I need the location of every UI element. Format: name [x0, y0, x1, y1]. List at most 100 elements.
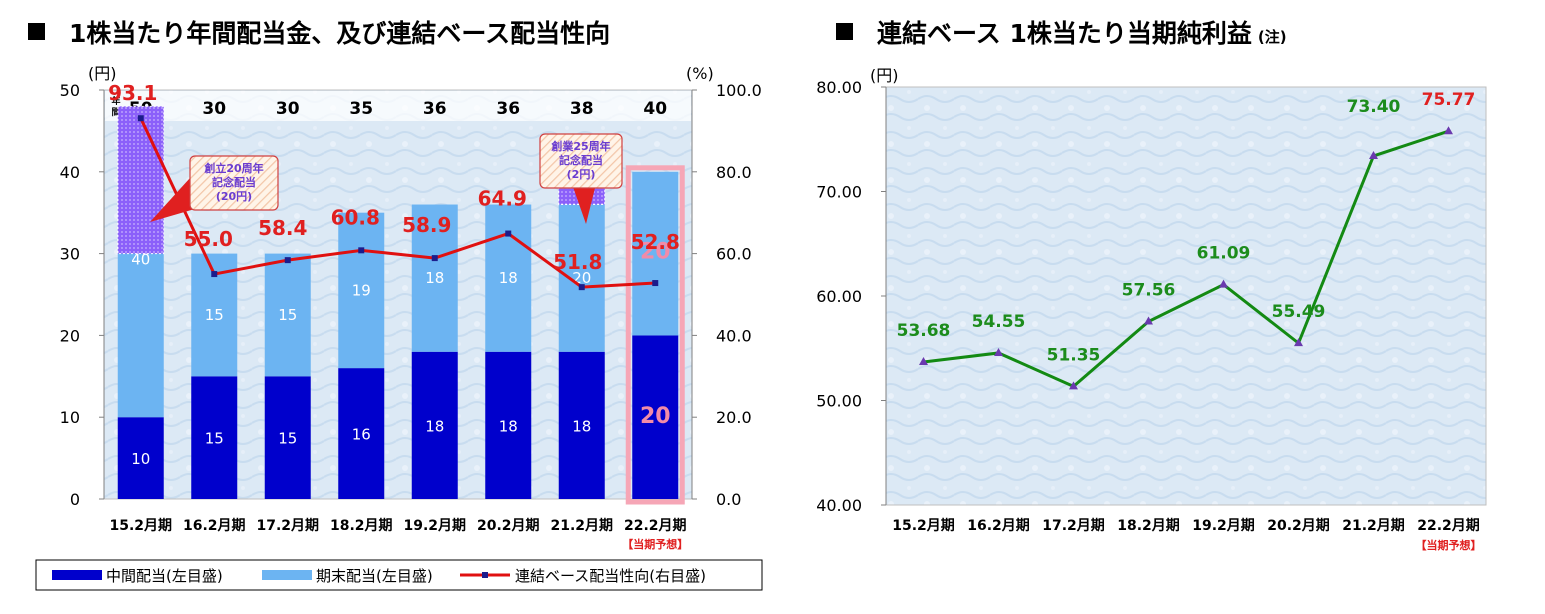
x-tick-label: 22.2月期	[1417, 518, 1480, 534]
right-chart-title: 連結ベース 1株当たり当期純利益 (注)	[836, 14, 1287, 50]
bar-final-label: 18	[425, 269, 444, 287]
x-tick-label: 16.2月期	[183, 518, 246, 534]
annual-totals-band	[105, 91, 691, 121]
payout-ratio-label: 58.9	[402, 213, 451, 237]
legend-marker-ratio	[482, 572, 488, 578]
bar-interim	[117, 417, 164, 499]
payout-ratio-line	[139, 117, 656, 289]
annual-total: 36	[496, 99, 520, 119]
y-tick-label: 60.00	[816, 287, 862, 306]
eps-marker	[1369, 150, 1378, 159]
legend-label-interim: 中間配当(左目盛)	[106, 567, 223, 585]
bar-final-label: 20	[640, 240, 671, 265]
x-tick-label: 18.2月期	[1117, 518, 1180, 534]
legend-box	[35, 559, 763, 591]
y-tick-label: 20	[60, 326, 80, 345]
y-tick-label: 50.00	[816, 392, 862, 411]
eps-label: 57.56	[1122, 280, 1176, 300]
annual-label-2: 間	[111, 107, 120, 118]
bar-final	[264, 253, 311, 377]
eps-marker	[1144, 316, 1153, 325]
plot-area	[885, 86, 1487, 506]
y-tick-label: 70.00	[816, 183, 862, 202]
y-tick-label: 40.00	[816, 496, 862, 515]
bar-interim	[632, 335, 679, 499]
eps-label: 61.09	[1197, 244, 1251, 264]
payout-ratio-marker	[431, 255, 438, 262]
bar-interim-label: 18	[572, 417, 591, 435]
payout-ratio-marker	[137, 115, 144, 122]
forecast-frame	[625, 165, 685, 505]
forecast-label: 【当期予想】	[622, 537, 688, 551]
eps-label: 54.55	[972, 312, 1026, 332]
eps-label: 75.77	[1422, 90, 1476, 110]
annual-total: 36	[423, 99, 447, 119]
y2-tick-label: 60.0	[716, 245, 752, 264]
payout-ratio-marker	[284, 257, 291, 264]
bar-final	[558, 204, 605, 352]
payout-ratio-label: 64.9	[478, 187, 527, 211]
bar-interim-label: 18	[499, 417, 518, 435]
payout-ratio-marker	[358, 247, 365, 254]
y2-tick-label: 80.0	[716, 163, 752, 182]
bar-interim-label: 18	[425, 417, 444, 435]
payout-ratio-marker	[578, 284, 585, 291]
bar-final-label: 18	[499, 269, 518, 287]
x-tick-label: 15.2月期	[892, 518, 955, 534]
bar-interim	[558, 351, 605, 499]
eps-label: 53.68	[897, 321, 951, 341]
forecast-label: 【当期予想】	[1416, 538, 1482, 552]
payout-ratio-label: 52.8	[631, 230, 680, 254]
y2-tick-label: 20.0	[716, 408, 752, 427]
y-tick-label: 40	[60, 163, 80, 182]
left-chart-title-text: 1株当たり年間配当金、及び連結ベース配当性向	[69, 19, 611, 48]
right-chart-title-text: 連結ベース 1株当たり当期純利益	[877, 19, 1252, 48]
bar-interim-label: 16	[352, 426, 371, 444]
y-tick-label: 50	[60, 81, 80, 100]
payout-ratio-marker	[211, 271, 218, 278]
callout-text: (20円)	[216, 190, 252, 203]
y-unit-label: (円)	[88, 64, 117, 83]
eps-chart: 40.00 50.00 60.00 70.00 80.00 (円) 53.68 54.55 51…	[816, 66, 1487, 552]
x-tick-label: 20.2月期	[477, 518, 540, 534]
x-tick-label: 21.2月期	[1342, 518, 1405, 534]
x-tick-label: 17.2月期	[1042, 518, 1105, 534]
square-bullet-icon	[836, 23, 853, 40]
eps-label: 51.35	[1047, 345, 1101, 365]
payout-ratio-marker	[652, 280, 659, 287]
bar-final-label: 19	[352, 281, 371, 299]
legend-swatch-final	[262, 570, 312, 580]
y2-tick-label: 40.0	[716, 326, 752, 345]
legend-label-ratio: 連結ベース配当性向(右目盛)	[515, 567, 706, 585]
bar-final-label: 15	[205, 306, 224, 324]
callout-text: (2円)	[567, 168, 596, 181]
bar-interim	[191, 376, 238, 499]
bar-interim-label: 15	[205, 430, 224, 448]
callout-pointer	[572, 184, 596, 224]
eps-marker	[1444, 126, 1453, 135]
y-tick-label: 10	[60, 408, 80, 427]
y2-tick-label: 100.0	[716, 81, 762, 100]
payout-ratio-marker	[505, 230, 512, 237]
annual-total: 40	[643, 99, 667, 119]
square-bullet-icon	[28, 23, 45, 40]
x-tick-label: 19.2月期	[1192, 518, 1255, 534]
y-unit-label: (円)	[870, 66, 899, 85]
y-tick-label: 0	[70, 490, 80, 509]
eps-marker	[1294, 338, 1303, 347]
bar-final-label: 40	[131, 251, 150, 269]
eps-line	[923, 129, 1449, 389]
callout-box	[189, 155, 279, 211]
x-tick-label: 15.2月期	[109, 518, 172, 534]
bar-interim	[338, 368, 385, 499]
left-chart-title: 1株当たり年間配当金、及び連結ベース配当性向	[28, 14, 610, 50]
payout-ratio-label: 93.1	[108, 81, 157, 105]
callout-text: 記念配当	[559, 153, 603, 167]
legend-swatch-interim	[52, 570, 102, 580]
bar-interim	[264, 376, 311, 499]
eps-marker	[1069, 381, 1078, 390]
x-tick-label: 22.2月期	[624, 518, 687, 534]
eps-label: 55.49	[1272, 302, 1326, 322]
x-tick-label: 19.2月期	[403, 518, 466, 534]
eps-label: 73.40	[1347, 97, 1401, 117]
